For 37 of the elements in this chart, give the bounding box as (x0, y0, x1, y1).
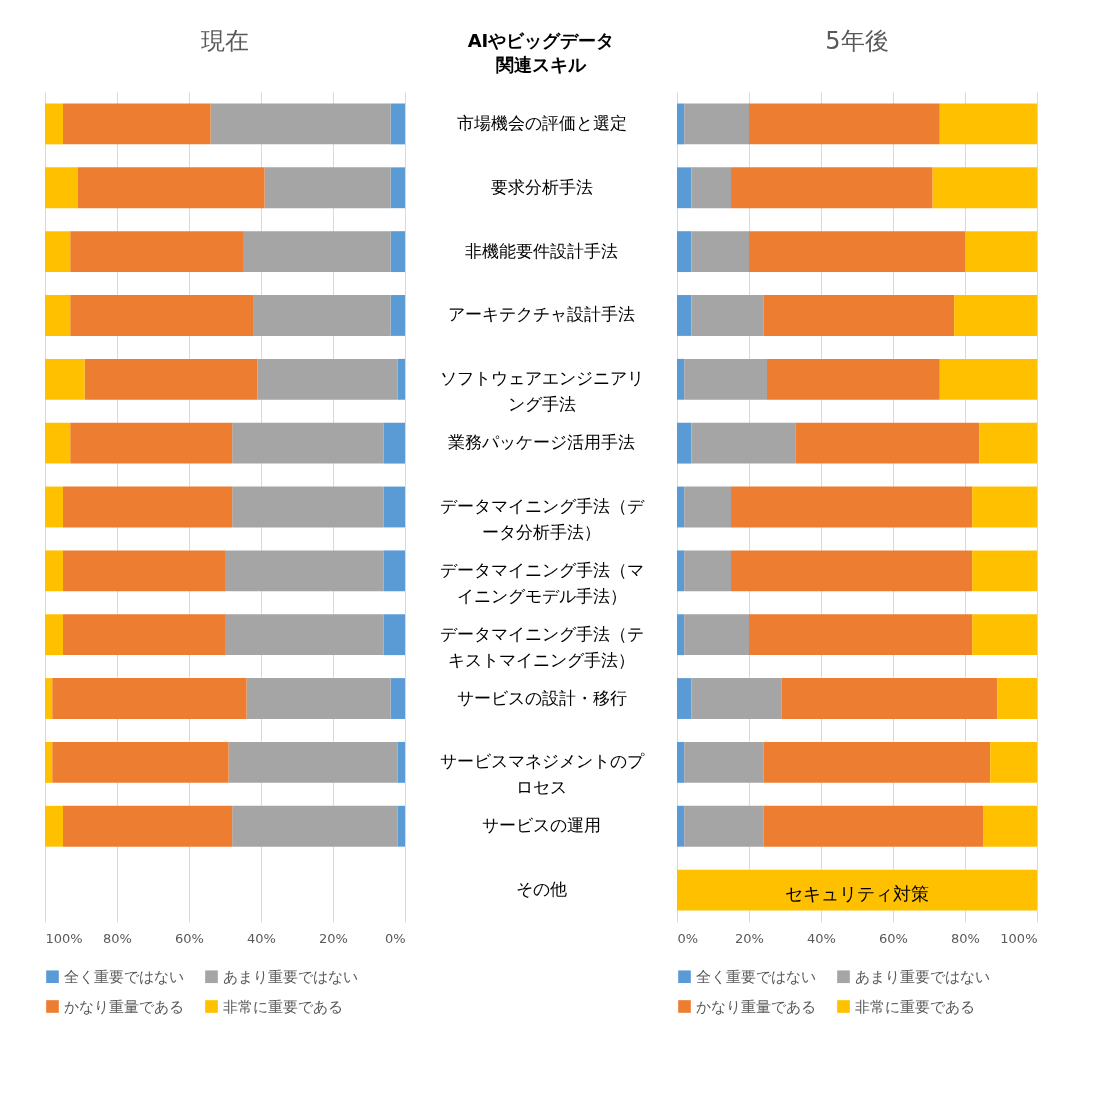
y-tick-label: 要求分析手法 (490, 176, 593, 197)
legend-label: かなり重量である (64, 997, 184, 1016)
x-tick-label: 60% (879, 930, 908, 946)
y-tick-label: アーキテクチャ設計手法 (448, 304, 635, 325)
x-tick-label: 80% (103, 930, 132, 946)
legend-label: あまり重要ではない (223, 967, 358, 986)
legend-label: 非常に重要である (223, 997, 343, 1016)
chart-title: 現在 (201, 27, 249, 55)
x-tick-label: 60% (175, 930, 204, 946)
legend-label: 全く重要ではない (64, 967, 184, 986)
y-tick-label: サービスの設計・移行 (456, 687, 627, 708)
y-tick-label: サービスマネジメントのプロセス (439, 751, 645, 798)
y-tick-label: 非機能要件設計手法 (465, 240, 618, 261)
y-axis-title: AIやビッグデータ関連スキル (467, 30, 615, 75)
y-tick-label: その他 (516, 879, 567, 900)
x-tick-label: 20% (735, 930, 764, 946)
chart-title: 5年後 (825, 27, 889, 55)
x-tick-label: 0% (677, 930, 699, 946)
y-tick-label: データマイニング手法（データ分析手法） (439, 496, 645, 542)
x-tick-label: 100% (45, 930, 83, 946)
legend-label: 非常に重要である (855, 997, 975, 1016)
x-tick-label: 20% (319, 930, 348, 946)
legend-label: かなり重量である (696, 997, 816, 1016)
y-tick-label: 業務パッケージ活用手法 (448, 432, 635, 453)
y-tick-label: サービスの運用 (482, 815, 601, 836)
y-tick-label: 市場機会の評価と選定 (456, 112, 627, 133)
x-tick-label: 40% (247, 930, 276, 946)
legend-label: あまり重要ではない (855, 967, 990, 986)
legend-label: 全く重要ではない (696, 967, 816, 986)
y-tick-label: データマイニング手法（テキストマイニング手法） (439, 623, 644, 670)
y-tick-label: データマイニング手法（マイニングモデル手法） (439, 559, 644, 606)
x-tick-label: 0% (384, 930, 406, 946)
annotation: セキュリティ対策 (785, 883, 929, 904)
x-tick-label: 80% (951, 930, 980, 946)
y-tick-label: ソフトウェアエンジニアリング手法 (439, 368, 644, 415)
x-tick-label: 100% (1000, 930, 1038, 946)
x-tick-label: 40% (807, 930, 836, 946)
